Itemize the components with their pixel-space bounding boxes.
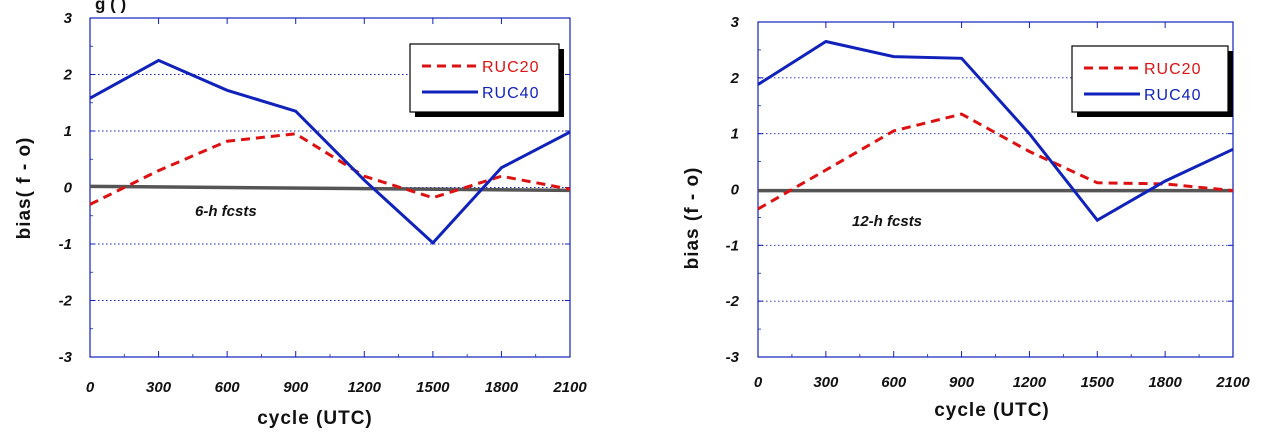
annotation-text: 6-h fcsts <box>195 203 257 220</box>
x-tick-label: 600 <box>215 379 241 396</box>
y-tick-label: -3 <box>726 349 740 366</box>
y-tick-label: 2 <box>730 70 740 87</box>
legend-box <box>1071 45 1229 113</box>
legend-label-ruc40: RUC40 <box>1144 87 1201 104</box>
x-tick-label: 900 <box>949 374 975 391</box>
y-tick-label: 3 <box>731 14 740 31</box>
x-tick-label: 300 <box>813 374 839 391</box>
annotation-text: 12-h fcsts <box>852 213 922 230</box>
y-tick-label: 1 <box>64 123 72 140</box>
x-tick-label: 1200 <box>348 379 382 396</box>
legend-label-ruc40: RUC40 <box>482 85 539 102</box>
x-tick-label: 600 <box>881 374 907 391</box>
y-tick-label: 0 <box>731 182 740 199</box>
chart-12h-fcsts: bias (f - o) cycle (UTC) 12-h fcsts 3210… <box>682 14 1250 421</box>
y-axis-label: bias (f - o) <box>682 167 703 270</box>
x-tick-label: 1500 <box>1081 374 1115 391</box>
y-axis-label: bias( f - o) <box>14 137 35 240</box>
y-tick-label: -2 <box>59 293 73 310</box>
x-tick-label: 0 <box>86 379 95 396</box>
x-tick-label: 0 <box>754 374 763 391</box>
x-tick-label: 900 <box>283 379 309 396</box>
series-line-ruc20 <box>89 132 571 206</box>
legend: RUC20 RUC40 <box>409 43 564 117</box>
y-tick-label: 2 <box>63 67 73 84</box>
legend-label-ruc20: RUC20 <box>482 59 539 76</box>
x-tick-label: 2100 <box>552 379 587 396</box>
x-tick-label: 300 <box>146 379 172 396</box>
y-tick-label: -3 <box>59 349 73 366</box>
x-tick-label: 1800 <box>1148 374 1182 391</box>
chart-title: g ( ) <box>95 0 126 13</box>
x-axis-label: cycle (UTC) <box>257 408 373 429</box>
legend-label-ruc20: RUC20 <box>1144 61 1201 78</box>
zero-reference-line <box>89 184 571 193</box>
series-line-ruc40 <box>757 39 1234 223</box>
y-tick-label: 0 <box>64 180 73 197</box>
y-tick-label: 3 <box>64 10 73 27</box>
y-tick-label: -1 <box>59 236 72 253</box>
chart-6h-fcsts: g ( ) bias( f - o) cycle (UTC) 6-h fcsts… <box>14 0 587 429</box>
x-tick-label: 2100 <box>1215 374 1250 391</box>
x-tick-label: 1200 <box>1013 374 1047 391</box>
x-axis-label: cycle (UTC) <box>934 400 1050 421</box>
y-tick-label: -2 <box>726 293 740 310</box>
series-line-ruc20 <box>757 112 1234 211</box>
legend-box <box>409 43 560 113</box>
y-tick-label: -1 <box>726 237 739 254</box>
legend: RUC20 RUC40 <box>1071 45 1233 117</box>
x-tick-label: 1500 <box>416 379 450 396</box>
series-line-ruc40 <box>89 58 571 246</box>
y-tick-label: 1 <box>731 126 739 143</box>
x-tick-label: 1800 <box>485 379 519 396</box>
